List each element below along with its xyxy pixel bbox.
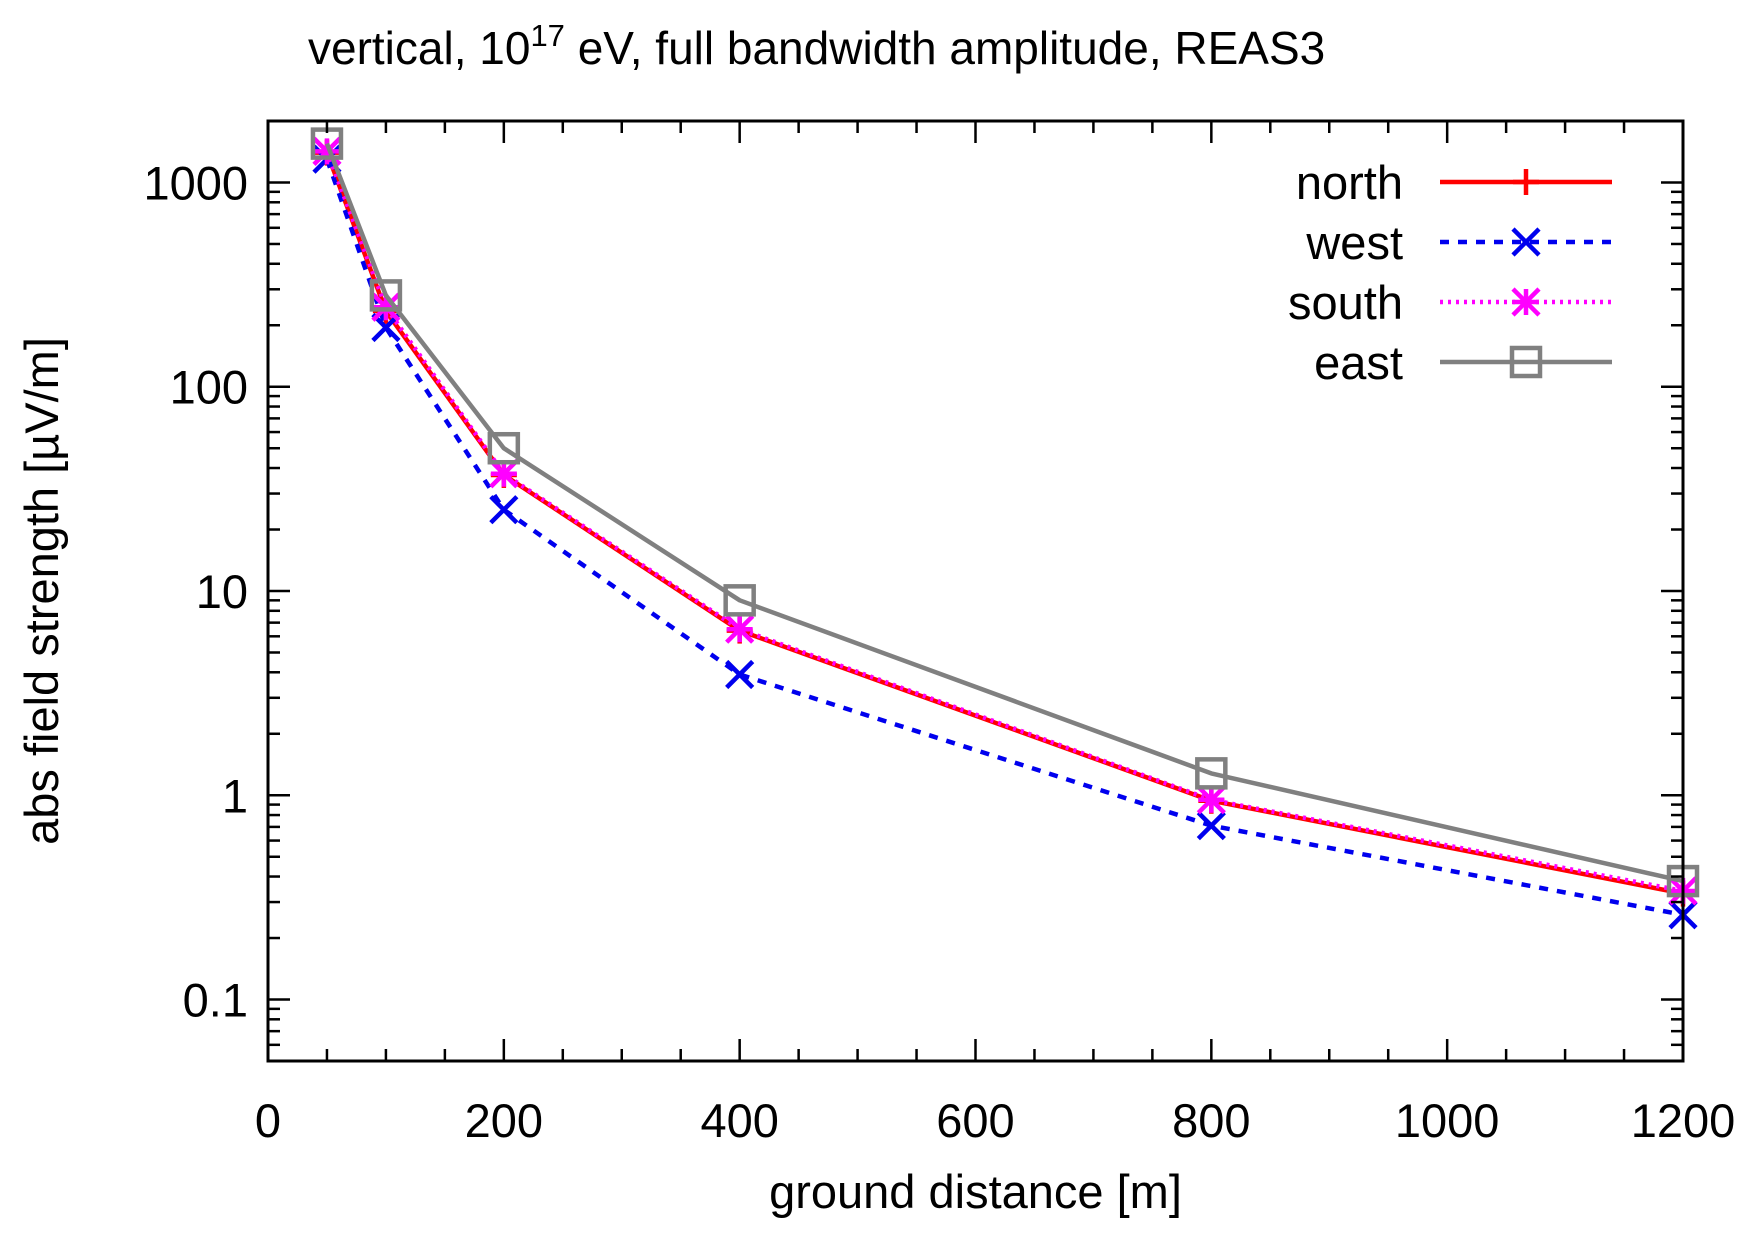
data-point-south-200-d2 [489,459,519,489]
data-point-west-800-d2 [1196,811,1226,841]
series-line-west [324,158,1684,918]
x-axis-label: ground distance [m] [769,1165,1182,1218]
x-tick-label-200: 200 [465,1094,543,1147]
x-tick-label-800: 800 [1172,1094,1250,1147]
x-tick-label-1000: 1000 [1395,1094,1500,1147]
legend-label-east: east [1314,336,1403,389]
data-point-east-400 [723,584,756,617]
y-tick-label-10: 10 [196,565,248,618]
data-point-west-400-d2 [725,659,755,690]
data-point-south-800-d2 [1196,785,1226,815]
data-point-east-200-box [487,431,521,465]
data-point-west-200-d2 [489,495,519,525]
x-tick-label-600: 600 [936,1094,1014,1147]
title-superscript: 17 [530,18,564,53]
legend-marker-south-d2 [1511,287,1541,317]
series-line-east [324,142,1684,884]
x-tick-label-0: 0 [255,1094,281,1147]
y-axis-label: abs field strength [µV/m] [15,337,68,845]
data-point-west-200 [489,495,519,525]
x-tick-label-400: 400 [700,1094,778,1147]
data-point-west-400 [725,659,755,690]
legend: north west south east [1288,156,1612,389]
data-point-south-800 [1196,785,1226,815]
y-tick-label-1000: 1000 [143,156,248,209]
legend-marker-east-box [1509,345,1543,379]
legend-marker-north [1513,169,1539,195]
title-suffix: eV, full bandwidth amplitude, REAS3 [565,22,1325,74]
data-point-east-100-box [369,279,403,312]
data-point-south-400 [725,614,755,644]
y-tick-label-1: 1 [222,769,248,822]
data-point-east-800 [1195,757,1228,790]
plot-frame [266,119,1685,1063]
legend-label-west: west [1305,216,1403,269]
title-prefix: vertical, 10 [308,22,530,74]
ticks-layer: 0 200 400 600 800 1000 1200 0.1 1 10 100 1000 [143,119,1736,1147]
legend-marker-west [1511,227,1541,257]
series-layer [310,127,1700,930]
series-line-south [324,150,1684,894]
legend-marker-east [1509,345,1543,379]
legend-marker-south [1511,287,1541,317]
data-point-south-200 [489,459,519,489]
data-point-east-800-box [1195,757,1228,790]
x-tick-label-1200: 1200 [1631,1094,1736,1147]
series-line-north [324,151,1684,896]
data-point-east-400-box [723,584,756,617]
data-point-south-400-d2 [725,614,755,644]
data-point-south-50 [312,136,342,166]
legend-marker-west-d2 [1511,227,1541,257]
data-point-west-800 [1196,811,1226,841]
plot-frame-layer [266,119,1685,1063]
y-tick-label-0.1: 0.1 [183,974,248,1027]
y-tick-label-100: 100 [170,361,248,414]
legend-label-south: south [1288,276,1403,329]
chart-title: vertical, 1017 eV, full bandwidth amplit… [308,18,1325,74]
text-layer: vertical, 1017 eV, full bandwidth amplit… [15,18,1325,1218]
data-point-south-50-d2 [312,136,342,166]
legend-label-north: north [1296,156,1403,209]
data-point-east-100 [369,279,403,312]
data-point-east-200 [487,431,521,465]
